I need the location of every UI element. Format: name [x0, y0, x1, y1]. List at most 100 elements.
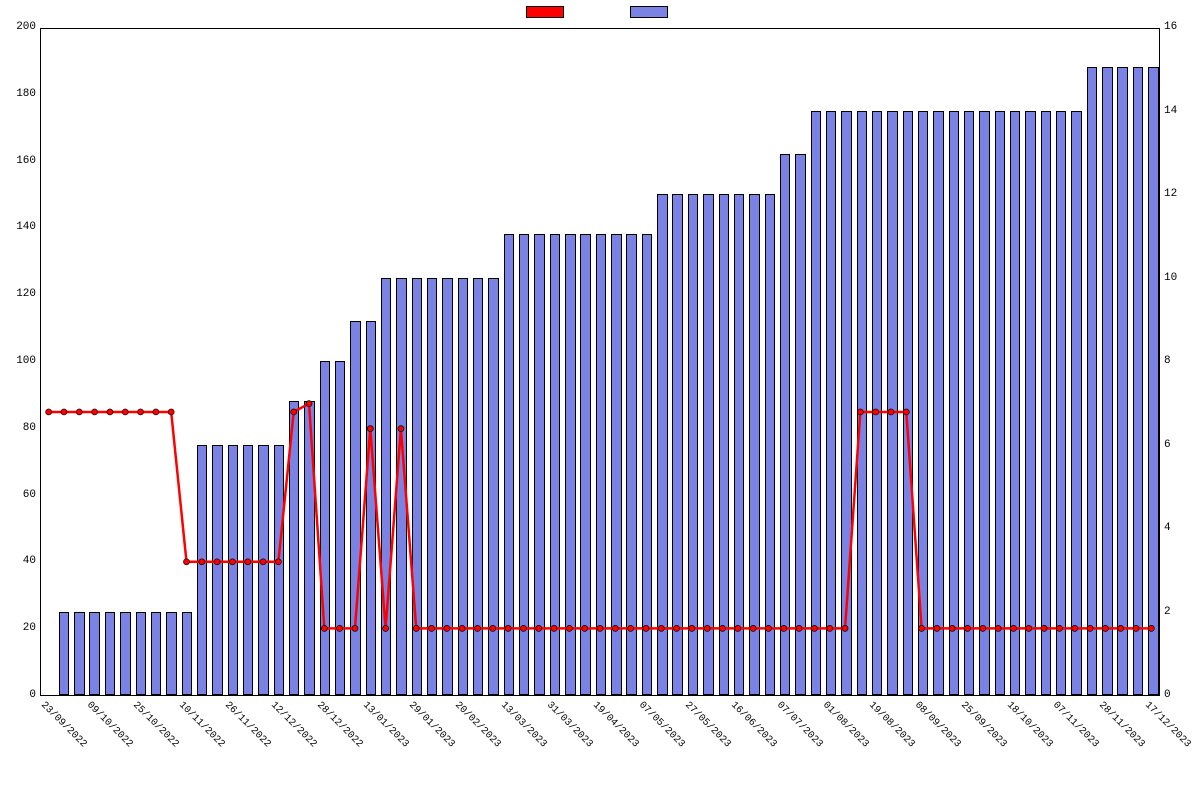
x-tick-label: 29/01/2023: [406, 700, 456, 750]
bar: [458, 278, 468, 696]
bar: [320, 361, 330, 695]
x-tick-label: 28/12/2022: [314, 700, 364, 750]
bar: [412, 278, 422, 696]
bar: [1102, 67, 1112, 695]
y-right-tick-label: 0: [1164, 689, 1171, 701]
bar: [350, 321, 360, 695]
bar: [136, 612, 146, 696]
y-right-tick-label: 6: [1164, 439, 1171, 451]
x-tick-label: 13/01/2023: [360, 700, 410, 750]
bar: [734, 194, 744, 695]
bar: [1071, 111, 1081, 696]
bar: [534, 234, 544, 695]
legend-swatch-line: [526, 6, 564, 18]
y-right-tick-label: 12: [1164, 188, 1177, 200]
bar: [243, 445, 253, 696]
x-tick-label: 27/05/2023: [682, 700, 732, 750]
bar: [105, 612, 115, 696]
legend: [0, 6, 1200, 18]
bar: [442, 278, 452, 696]
x-tick-label: 19/08/2023: [866, 700, 916, 750]
bar: [949, 111, 959, 696]
bar: [903, 111, 913, 696]
bar: [872, 111, 882, 696]
bar: [197, 445, 207, 696]
y-left-tick-label: 160: [2, 155, 36, 167]
plot-area: [40, 28, 1160, 696]
bar: [841, 111, 851, 696]
bar: [964, 111, 974, 696]
y-right-tick-label: 4: [1164, 522, 1171, 534]
bar: [381, 278, 391, 696]
x-tick-label: 01/08/2023: [820, 700, 870, 750]
line-marker: [107, 409, 113, 415]
bar: [933, 111, 943, 696]
y-left-tick-label: 180: [2, 88, 36, 100]
x-tick-label: 25/09/2023: [958, 700, 1008, 750]
y-left-tick-label: 80: [2, 422, 36, 434]
y-left-tick-label: 20: [2, 622, 36, 634]
bar: [811, 111, 821, 696]
bar: [611, 234, 621, 695]
bar: [473, 278, 483, 696]
bar: [1010, 111, 1020, 696]
bar: [1087, 67, 1097, 695]
bar: [672, 194, 682, 695]
bar: [212, 445, 222, 696]
bar: [120, 612, 130, 696]
bar: [427, 278, 437, 696]
bar: [596, 234, 606, 695]
bar: [703, 194, 713, 695]
line-marker: [61, 409, 67, 415]
legend-item-bar: [630, 6, 674, 18]
bar: [228, 445, 238, 696]
bar: [151, 612, 161, 696]
bar: [979, 111, 989, 696]
x-tick-label: 16/06/2023: [728, 700, 778, 750]
x-tick-label: 12/12/2022: [268, 700, 318, 750]
x-tick-label: 31/03/2023: [544, 700, 594, 750]
bar: [396, 278, 406, 696]
bar: [550, 234, 560, 695]
y-right-tick-label: 16: [1164, 21, 1177, 33]
bar: [626, 234, 636, 695]
y-left-tick-label: 60: [2, 489, 36, 501]
x-tick-label: 25/10/2022: [130, 700, 180, 750]
bar: [335, 361, 345, 695]
bar: [995, 111, 1005, 696]
bar: [366, 321, 376, 695]
x-tick-label: 23/09/2022: [38, 700, 88, 750]
y-left-tick-label: 120: [2, 288, 36, 300]
y-right-tick-label: 10: [1164, 272, 1177, 284]
x-tick-label: 17/12/2023: [1143, 700, 1193, 750]
bar: [719, 194, 729, 695]
line-marker: [138, 409, 144, 415]
bar: [488, 278, 498, 696]
x-tick-label: 13/03/2023: [498, 700, 548, 750]
bar: [258, 445, 268, 696]
bar: [274, 445, 284, 696]
x-tick-label: 26/11/2022: [222, 700, 272, 750]
legend-item-line: [526, 6, 570, 18]
x-tick-label: 10/11/2022: [176, 700, 226, 750]
legend-swatch-bar: [630, 6, 668, 18]
x-tick-label: 07/07/2023: [774, 700, 824, 750]
y-left-tick-label: 140: [2, 221, 36, 233]
bar: [857, 111, 867, 696]
bar: [1148, 67, 1158, 695]
x-tick-label: 28/11/2023: [1097, 700, 1147, 750]
bar: [1041, 111, 1051, 696]
x-tick-label: 08/09/2023: [912, 700, 962, 750]
y-right-tick-label: 2: [1164, 606, 1171, 618]
x-tick-label: 19/04/2023: [590, 700, 640, 750]
line-marker: [76, 409, 82, 415]
bar: [580, 234, 590, 695]
bar: [565, 234, 575, 695]
bar: [826, 111, 836, 696]
bar: [504, 234, 514, 695]
bar: [749, 194, 759, 695]
line-marker: [46, 409, 52, 415]
bar: [642, 234, 652, 695]
bar: [765, 194, 775, 695]
x-tick-label: 07/11/2023: [1050, 700, 1100, 750]
